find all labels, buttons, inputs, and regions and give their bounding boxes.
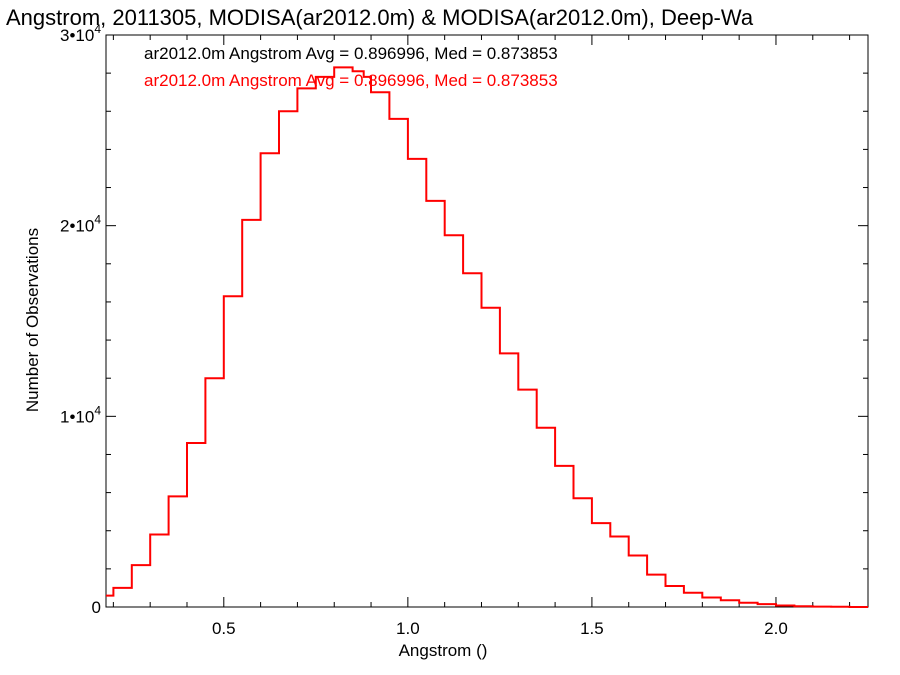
histogram-series-line bbox=[106, 66, 868, 608]
x-tick-label: 1.0 bbox=[396, 619, 420, 638]
x-tick-label: 0.5 bbox=[212, 619, 236, 638]
y-tick-label: 2•104 bbox=[60, 213, 101, 236]
x-tick-label: 2.0 bbox=[764, 619, 788, 638]
x-axis-label: Angstrom () bbox=[399, 641, 488, 660]
y-axis-label: Number of Observations bbox=[23, 228, 42, 412]
series-layer bbox=[106, 66, 868, 608]
legend: ar2012.0m Angstrom Avg = 0.896996, Med =… bbox=[144, 44, 558, 90]
axes: 0.5 1.0 1.5 2.0 0 1•104 2•104 3•104 bbox=[60, 22, 869, 638]
legend-entry: ar2012.0m Angstrom Avg = 0.896996, Med =… bbox=[144, 44, 558, 63]
x-tick-label: 1.5 bbox=[580, 619, 604, 638]
chart-title: Angstrom, 2011305, MODISA(ar2012.0m) & M… bbox=[6, 5, 754, 30]
y-tick-label: 0 bbox=[92, 598, 101, 617]
legend-entry: ar2012.0m Angstrom Avg = 0.896996, Med =… bbox=[144, 71, 558, 90]
plot-frame bbox=[105, 34, 869, 608]
y-tick-label: 3•104 bbox=[60, 22, 101, 45]
y-tick-label: 1•104 bbox=[60, 403, 101, 426]
